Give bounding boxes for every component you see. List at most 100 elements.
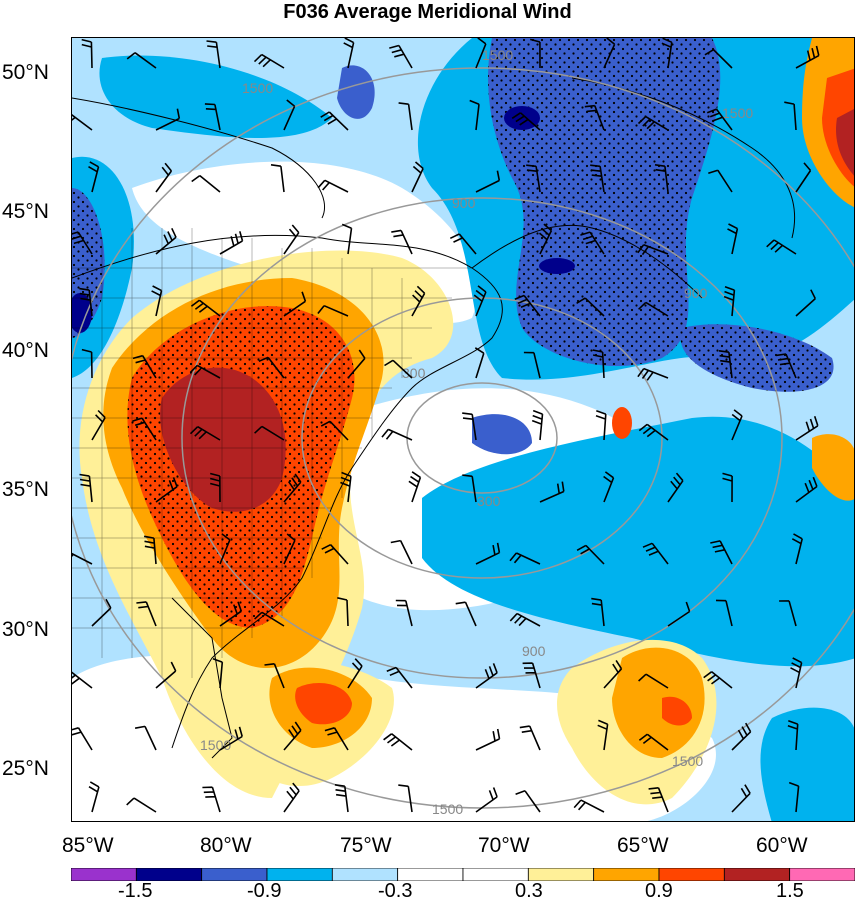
wind-barb bbox=[324, 727, 349, 751]
wind-barb bbox=[708, 169, 733, 193]
wind-barb bbox=[88, 781, 100, 813]
wind-barb bbox=[475, 170, 501, 193]
wind-barb bbox=[597, 719, 609, 751]
wind-barb bbox=[202, 786, 221, 813]
contour-label: 900 bbox=[522, 643, 546, 659]
wind-barb bbox=[155, 477, 178, 503]
wind-barb bbox=[155, 661, 177, 689]
wind-barb bbox=[475, 728, 501, 751]
navy-core-2 bbox=[539, 258, 575, 274]
colorbar bbox=[71, 868, 855, 881]
wind-barb bbox=[795, 289, 817, 317]
lat-label-35n: 35°N bbox=[2, 478, 49, 501]
wind-barb bbox=[264, 663, 285, 689]
wind-barb bbox=[79, 473, 93, 503]
wind-barb bbox=[603, 471, 615, 503]
wind-barb bbox=[253, 53, 285, 69]
wind-barb bbox=[462, 412, 477, 441]
wind-barb bbox=[638, 423, 669, 441]
wind-barb bbox=[72, 231, 93, 255]
wind-barb bbox=[381, 428, 413, 441]
wind-barb bbox=[790, 657, 803, 689]
colorbar-label: -0.3 bbox=[378, 880, 413, 902]
orange-region-se bbox=[612, 647, 705, 758]
wind-barb bbox=[731, 722, 752, 751]
wind-barb bbox=[462, 474, 477, 503]
wind-barb bbox=[72, 727, 93, 751]
wind-barb bbox=[523, 351, 541, 379]
wind-barb bbox=[718, 350, 733, 379]
colorbar-label: 0.3 bbox=[515, 880, 543, 902]
wind-barb bbox=[638, 301, 669, 317]
darkblue-region-ne-stipple bbox=[488, 38, 721, 367]
wind-barb bbox=[151, 285, 163, 317]
colorbar-label: -0.9 bbox=[247, 880, 282, 902]
wind-barb bbox=[511, 112, 541, 131]
wind-barb bbox=[638, 733, 669, 751]
wind-barb bbox=[204, 103, 221, 131]
wind-barb bbox=[475, 542, 501, 565]
wind-barb bbox=[334, 784, 349, 813]
wind-barb bbox=[132, 417, 157, 441]
wind-barb bbox=[531, 409, 544, 441]
wind-barb bbox=[637, 243, 669, 256]
wind-barb bbox=[132, 354, 157, 379]
wind-barb bbox=[723, 285, 736, 317]
wind-barb bbox=[661, 38, 673, 69]
wind-barb bbox=[383, 733, 413, 751]
wind-barb bbox=[386, 666, 413, 689]
wind-barb bbox=[539, 481, 565, 503]
wind-barb bbox=[603, 38, 616, 69]
wind-barb bbox=[538, 223, 553, 255]
wind-barb bbox=[408, 471, 422, 503]
wind-barb bbox=[727, 223, 739, 255]
wind-barb bbox=[189, 364, 221, 379]
wind-barb bbox=[654, 164, 669, 193]
wind-barb bbox=[340, 471, 352, 503]
contour-label: 1500 bbox=[432, 801, 463, 817]
navy-core-3 bbox=[72, 293, 92, 333]
wind-barb bbox=[270, 164, 285, 193]
lon-label-70w: 70°W bbox=[478, 834, 530, 857]
wind-barb bbox=[576, 297, 605, 317]
darkred-region-ne-corner bbox=[836, 109, 854, 176]
coastline-layer bbox=[72, 77, 796, 759]
wind-barb bbox=[514, 294, 541, 317]
lon-label-65w: 65°W bbox=[617, 834, 669, 857]
lat-label-50n: 50°N bbox=[2, 61, 49, 84]
wind-barb bbox=[576, 544, 605, 565]
wind-barb bbox=[72, 114, 93, 131]
wind-barb bbox=[648, 787, 669, 813]
wind-barb bbox=[155, 108, 181, 131]
wind-barb bbox=[337, 597, 349, 627]
wind-barb bbox=[126, 797, 157, 813]
wind-barb bbox=[283, 224, 300, 255]
wind-barb bbox=[219, 601, 243, 627]
wind-barb bbox=[788, 781, 800, 813]
wind-barb bbox=[637, 367, 669, 381]
wind-barb bbox=[155, 162, 173, 193]
wind-barb bbox=[143, 535, 157, 565]
wind-barb bbox=[706, 108, 733, 131]
colorbar-label: 0.9 bbox=[645, 880, 673, 902]
wind-barb bbox=[775, 353, 797, 379]
wind-barb bbox=[474, 347, 485, 379]
contour-label: 1500 bbox=[722, 105, 753, 121]
wind-barb bbox=[91, 409, 106, 441]
wind-barb bbox=[667, 472, 684, 503]
wind-barb bbox=[703, 671, 733, 689]
wind-barb bbox=[258, 356, 285, 379]
contour-label: 1500 bbox=[672, 753, 703, 769]
wind-barb bbox=[592, 349, 605, 379]
wind-barb bbox=[704, 49, 733, 69]
wind-barbs bbox=[72, 38, 820, 813]
contour-label: 1500 bbox=[200, 737, 231, 753]
wind-barb bbox=[206, 40, 221, 69]
wind-barb bbox=[573, 799, 605, 813]
lat-label-40n: 40°N bbox=[2, 339, 49, 362]
wind-barb bbox=[469, 99, 480, 131]
wind-barb bbox=[509, 552, 541, 565]
wind-barb bbox=[88, 161, 100, 193]
wind-barb bbox=[283, 721, 302, 751]
wind-barb bbox=[475, 38, 487, 69]
